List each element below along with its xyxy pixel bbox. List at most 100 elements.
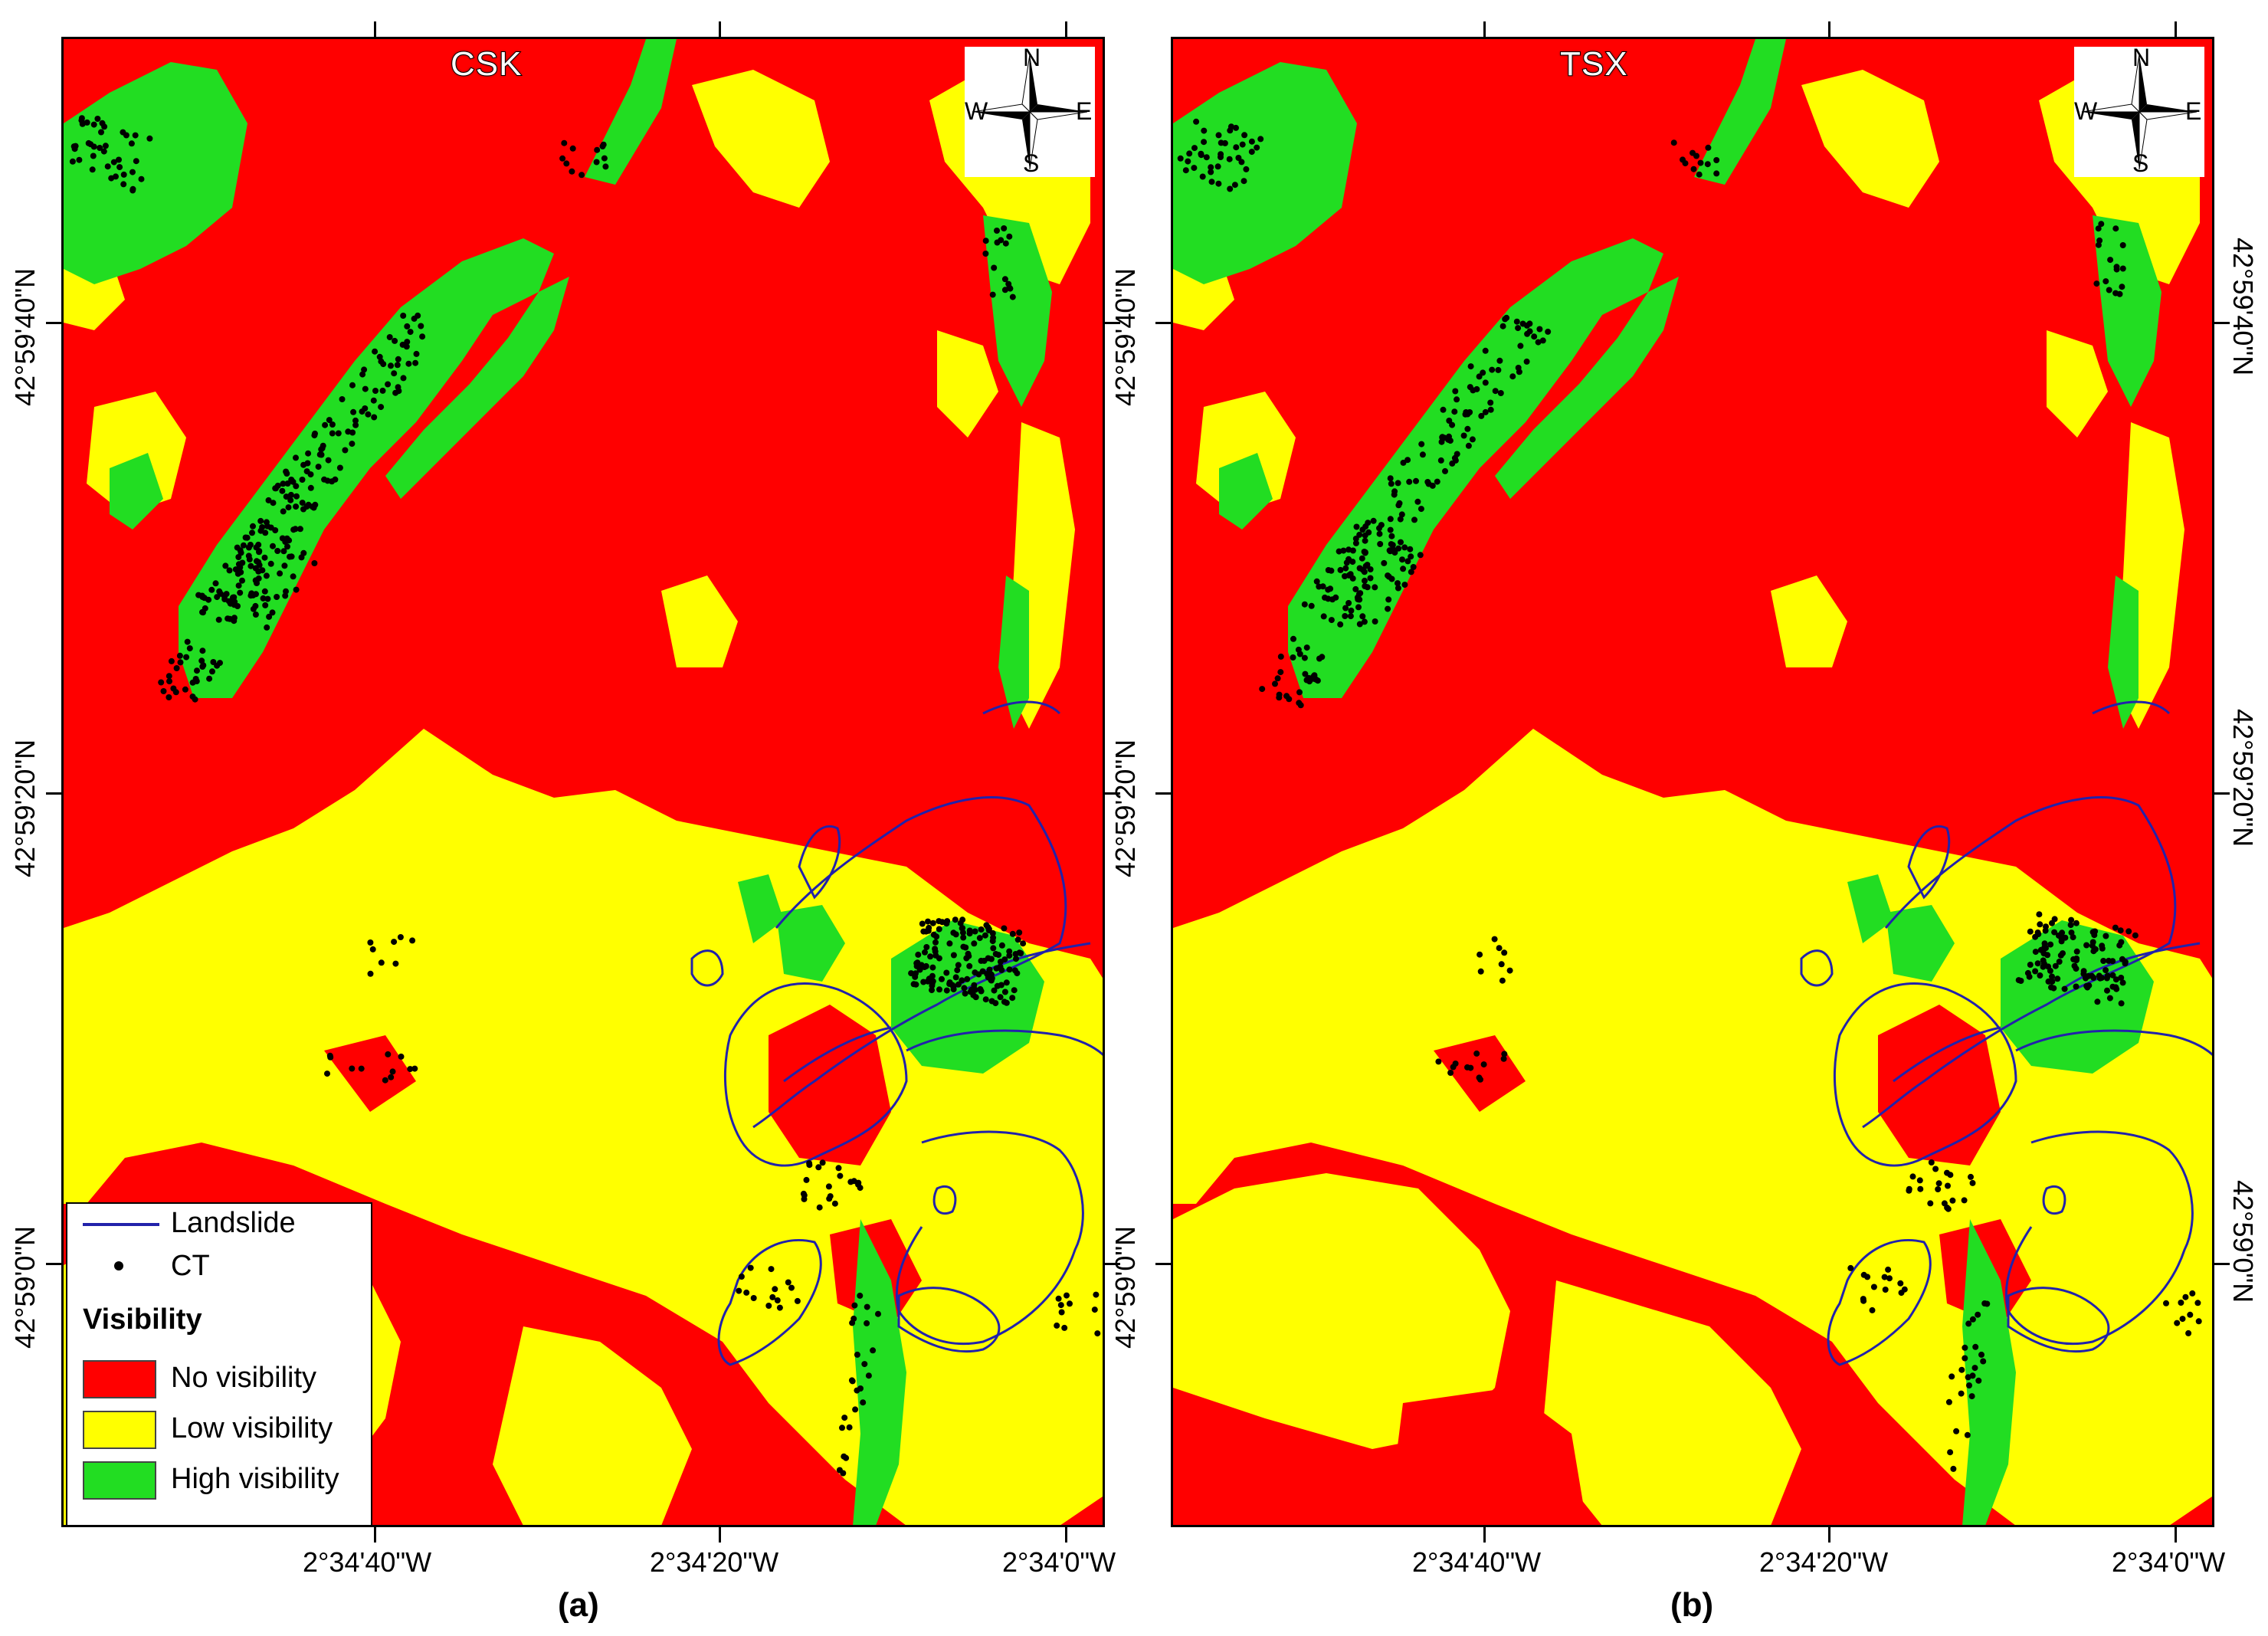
ct-point — [99, 120, 106, 126]
ct-point — [774, 1297, 781, 1303]
compass-n: N — [2132, 44, 2151, 71]
ct-point — [803, 1176, 810, 1183]
ct-point — [1296, 689, 1303, 696]
ct-point — [1487, 406, 1494, 413]
ct-point — [214, 594, 221, 601]
ct-point — [1388, 480, 1395, 487]
y-tick-label: 42°59'20"N — [2227, 709, 2259, 848]
ct-point — [2112, 225, 2119, 232]
ct-point — [398, 1053, 405, 1060]
x-tick-bottom — [2175, 1527, 2177, 1543]
ct-point — [2096, 972, 2102, 979]
ct-point — [1362, 537, 1368, 544]
ct-point — [1353, 523, 1360, 530]
ct-point — [1297, 702, 1304, 709]
visibility-map-tsx — [1173, 39, 2212, 1525]
ct-point — [1395, 585, 1401, 592]
ct-point — [1417, 552, 1424, 559]
ct-point — [1469, 436, 1476, 443]
ct-point — [388, 362, 394, 369]
ct-point — [257, 517, 264, 524]
ct-point — [385, 1051, 392, 1057]
y-tick-label: 42°59'20"N — [1109, 739, 1141, 877]
ct-point — [819, 1159, 826, 1166]
ct-point — [1928, 1159, 1935, 1166]
ct-point — [920, 979, 927, 985]
ct-point — [209, 668, 215, 675]
ct-point — [1962, 1344, 1968, 1351]
ct-point — [1013, 956, 1019, 962]
ct-point — [837, 1172, 844, 1179]
ct-point — [2112, 924, 2119, 931]
ct-point — [2027, 962, 2034, 968]
ct-point — [265, 497, 272, 503]
ct-points — [1177, 118, 2202, 1472]
ct-point — [826, 1195, 833, 1202]
ct-point — [315, 464, 322, 470]
ct-point — [1517, 343, 1524, 349]
ct-point — [104, 163, 111, 170]
x-tick-label: 2°34'0"W — [2112, 1546, 2226, 1578]
ct-point — [1003, 999, 1010, 1006]
ct-point — [300, 461, 307, 468]
ct-point — [929, 982, 936, 989]
ct-point — [825, 1183, 832, 1190]
ct-point — [966, 962, 973, 969]
ct-point — [138, 175, 145, 182]
ct-point — [1356, 531, 1363, 538]
low-visibility-areas — [1173, 70, 2212, 1525]
ct-point — [339, 396, 346, 402]
ct-point — [1467, 384, 1473, 391]
ct-point — [1329, 596, 1336, 603]
ct-point — [1418, 441, 1425, 448]
ct-point — [1214, 163, 1221, 170]
ct-point — [372, 388, 379, 394]
ct-point — [2040, 960, 2047, 967]
ct-point — [1947, 1449, 1954, 1456]
ct-point — [768, 1266, 775, 1273]
ct-point — [1978, 1351, 1984, 1358]
ct-point — [2194, 1300, 2201, 1307]
ct-point — [985, 955, 991, 962]
ct-point — [264, 595, 271, 602]
ct-point — [350, 408, 357, 415]
ct-point — [411, 1065, 418, 1072]
ct-point — [239, 577, 245, 584]
ct-point — [988, 975, 995, 982]
x-tick-label: 2°34'0"W — [1002, 1546, 1116, 1578]
ct-point — [561, 139, 568, 146]
ct-point — [2037, 946, 2044, 953]
ct-point — [293, 586, 300, 593]
ct-point — [569, 145, 576, 152]
ct-point — [1476, 373, 1483, 380]
y-tick-left — [46, 1263, 61, 1265]
ct-point — [982, 996, 989, 1003]
ct-point — [593, 159, 600, 166]
compass-n: N — [1023, 44, 1041, 71]
ct-point — [1958, 1366, 1965, 1373]
ct-point — [954, 967, 961, 974]
ct-point — [1301, 654, 1308, 661]
ct-point — [129, 169, 136, 175]
ct-point — [206, 675, 213, 682]
ct-point — [1482, 347, 1489, 354]
ct-point — [98, 129, 104, 136]
ct-point — [208, 586, 215, 593]
ct-point — [199, 608, 205, 615]
ct-point — [266, 613, 273, 620]
ct-point — [252, 602, 259, 609]
ct-point — [850, 1315, 857, 1322]
ct-point — [100, 148, 107, 155]
ct-point — [932, 952, 939, 959]
ct-point — [1313, 578, 1320, 585]
legend-heading: Visibility — [83, 1303, 202, 1336]
ct-point — [395, 356, 401, 362]
ct-point — [1435, 1058, 1442, 1065]
ct-point — [1398, 539, 1404, 546]
ct-point — [1367, 566, 1374, 572]
ct-point — [284, 470, 290, 477]
ct-point — [1506, 967, 1513, 974]
ct-point — [78, 115, 85, 122]
ct-point — [2070, 934, 2076, 941]
ct-point — [2095, 225, 2102, 232]
